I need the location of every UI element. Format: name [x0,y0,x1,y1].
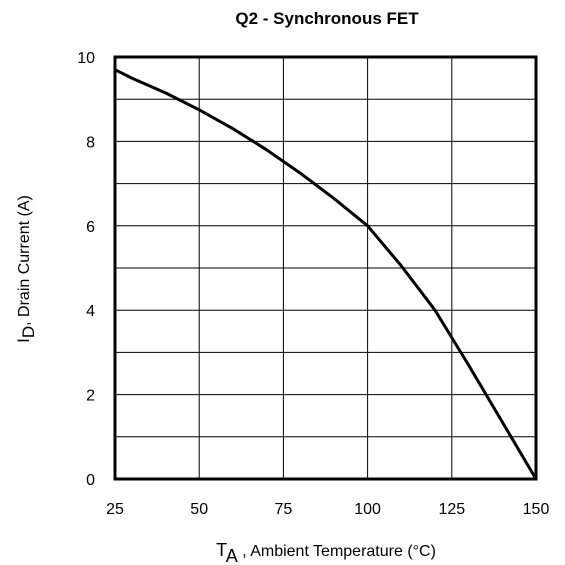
xlabel-main: T [216,540,227,560]
y-tick-label-3: 6 [86,219,95,236]
x-axis-label: TA , Ambient Temperature (°C) [216,540,436,565]
y-tick-label-1: 2 [86,388,95,405]
ylabel-subscript: D [19,326,38,338]
y-axis-label: ID, Drain Current (A) [14,195,38,343]
x-tick-label-0: 25 [106,501,124,518]
y-tick-labels: 0 2 4 6 8 10 [77,50,95,489]
x-tick-labels: 25 50 75 100 125 150 [106,501,549,518]
x-tick-label-1: 50 [190,501,208,518]
chart-title: Q2 - Synchronous FET [235,9,419,28]
ylabel-main: I [14,338,33,343]
series-group [113,68,538,481]
xlabel-subscript: A [226,546,238,565]
y-tick-label-0: 0 [86,472,95,489]
y-tick-label-2: 4 [86,303,95,320]
y-tick-label-5: 10 [77,50,95,67]
x-tick-label-2: 75 [275,501,293,518]
x-tick-label-3: 100 [354,501,381,518]
ylabel-text: , Drain Current (A) [16,195,33,326]
xlabel-text: , Ambient Temperature (°C) [238,543,436,560]
x-tick-label-4: 125 [438,501,465,518]
grid [114,56,537,480]
y-tick-label-4: 8 [86,134,95,151]
plot-frame [113,55,538,481]
x-tick-label-5: 150 [523,501,550,518]
series-line-0 [113,68,538,481]
